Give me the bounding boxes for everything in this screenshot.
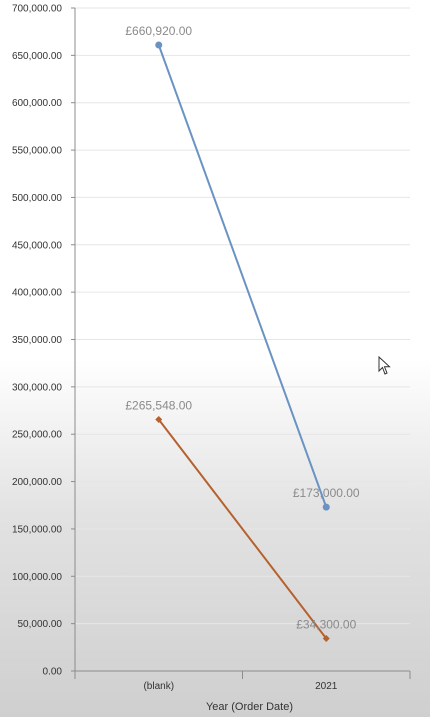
data-point — [322, 635, 330, 643]
y-tick-label: 400,000.00 — [12, 288, 62, 299]
y-tick-label: 300,000.00 — [12, 382, 62, 393]
data-point — [155, 41, 163, 49]
y-tick-label: 350,000.00 — [12, 335, 62, 346]
series-line — [157, 418, 328, 640]
series-line — [157, 44, 328, 508]
x-tick-label: (blank) — [143, 681, 174, 692]
y-tick-label: 700,000.00 — [12, 4, 62, 15]
y-tick-label: 250,000.00 — [12, 430, 62, 441]
y-tick-label: 50,000.00 — [18, 619, 63, 630]
x-axis-title: Year (Order Date) — [206, 701, 293, 713]
series-layer: £660,920.00 £173,000.00 £265,548.00 £34,300… — [125, 24, 360, 643]
data-label: £660,920.00 — [125, 24, 192, 38]
y-tick-label: 100,000.00 — [12, 572, 62, 583]
data-point — [155, 415, 163, 423]
y-tick-label: 0.00 — [43, 667, 63, 678]
mouse-pointer-icon — [378, 356, 391, 375]
y-tick-label: 450,000.00 — [12, 240, 62, 251]
y-tick-label: 550,000.00 — [12, 146, 62, 157]
y-tick-label: 650,000.00 — [12, 51, 62, 62]
data-label: £173,000.00 — [293, 486, 360, 500]
x-axis: (blank) 2021 — [74, 670, 411, 692]
data-label: £265,548.00 — [125, 398, 192, 412]
y-axis: 0.00 50,000.00 100,000.00 150,000.00 200,000… — [12, 4, 76, 678]
gridlines — [75, 7, 410, 625]
data-label: £34,300.00 — [296, 618, 356, 632]
y-tick-label: 200,000.00 — [12, 477, 62, 488]
x-tick-label: 2021 — [315, 681, 338, 692]
y-tick-label: 150,000.00 — [12, 524, 62, 535]
data-point — [322, 503, 330, 511]
y-tick-label: 500,000.00 — [12, 193, 62, 204]
y-tick-label: 600,000.00 — [12, 98, 62, 109]
